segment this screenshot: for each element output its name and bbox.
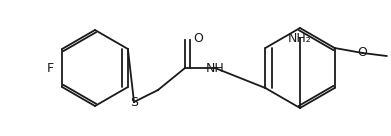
- Text: S: S: [130, 95, 138, 109]
- Text: NH₂: NH₂: [288, 32, 312, 45]
- Text: NH: NH: [206, 61, 224, 75]
- Text: O: O: [193, 32, 203, 45]
- Text: F: F: [47, 61, 54, 75]
- Text: O: O: [358, 47, 368, 60]
